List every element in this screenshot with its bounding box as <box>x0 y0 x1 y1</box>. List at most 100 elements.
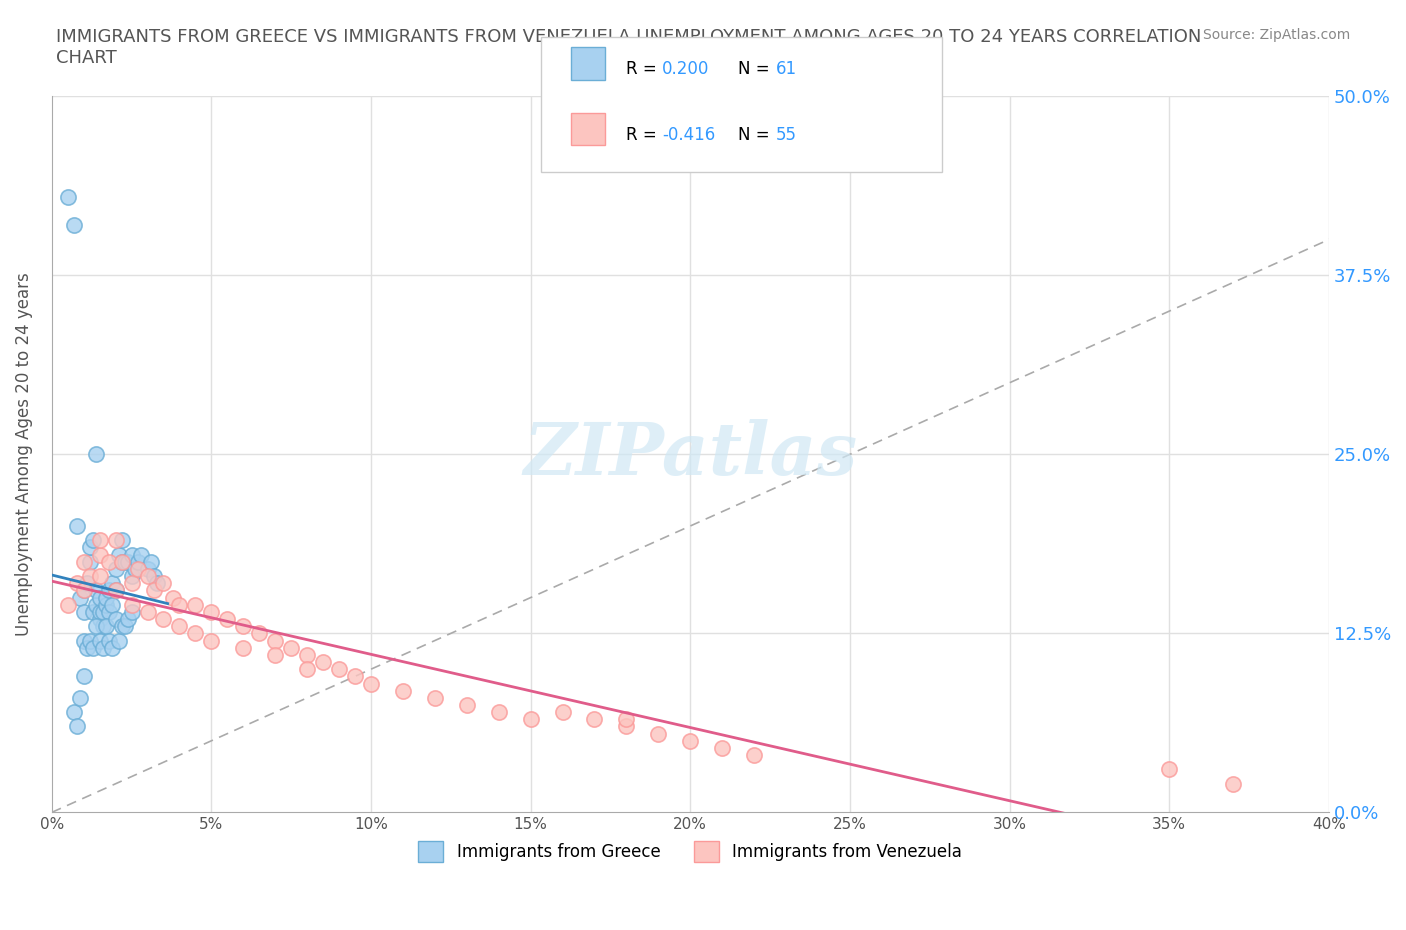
Point <box>104 583 127 598</box>
Point <box>82 604 104 619</box>
Point <box>111 554 134 569</box>
Point <box>66 719 89 734</box>
Point <box>79 568 101 583</box>
Point <box>295 662 318 677</box>
Point <box>73 583 96 598</box>
Point <box>89 604 111 619</box>
Point <box>73 554 96 569</box>
Point <box>117 612 139 627</box>
Point <box>616 719 638 734</box>
Point <box>127 554 149 569</box>
Point <box>101 597 124 612</box>
Point <box>73 633 96 648</box>
Point <box>89 533 111 548</box>
Point <box>247 626 270 641</box>
Text: 61: 61 <box>776 60 797 78</box>
Point <box>111 533 134 548</box>
Text: IMMIGRANTS FROM GREECE VS IMMIGRANTS FROM VENEZUELA UNEMPLOYMENT AMONG AGES 20 T: IMMIGRANTS FROM GREECE VS IMMIGRANTS FRO… <box>56 28 1202 67</box>
Point <box>169 618 191 633</box>
Text: N =: N = <box>738 60 775 78</box>
Point <box>94 591 117 605</box>
Point <box>86 618 108 633</box>
Point <box>142 583 165 598</box>
Point <box>124 562 146 577</box>
Point <box>280 640 302 655</box>
Point <box>79 540 101 555</box>
Point <box>121 547 143 562</box>
Text: -0.416: -0.416 <box>662 126 716 143</box>
Point <box>86 447 108 462</box>
Point <box>162 591 184 605</box>
Point <box>647 726 669 741</box>
Point <box>295 647 318 662</box>
Point <box>101 640 124 655</box>
Point <box>392 684 415 698</box>
Point <box>104 583 127 598</box>
Point <box>312 655 335 670</box>
Point <box>89 633 111 648</box>
Point <box>136 562 159 577</box>
Point <box>69 591 91 605</box>
Point <box>264 633 287 648</box>
Point <box>89 612 111 627</box>
Point <box>111 618 134 633</box>
Point <box>63 705 86 720</box>
Point <box>107 547 129 562</box>
Point <box>104 533 127 548</box>
Point <box>200 633 222 648</box>
Point <box>98 604 121 619</box>
Point <box>551 705 574 720</box>
Point <box>73 669 96 684</box>
Point <box>344 669 367 684</box>
Point <box>91 618 114 633</box>
Point <box>98 633 121 648</box>
Point <box>142 568 165 583</box>
Point <box>76 576 98 591</box>
Point <box>66 576 89 591</box>
Point <box>136 568 159 583</box>
Point <box>91 640 114 655</box>
Point <box>519 711 541 726</box>
Point <box>111 554 134 569</box>
Point <box>264 647 287 662</box>
Point <box>73 604 96 619</box>
Point <box>121 568 143 583</box>
Text: ZIPatlas: ZIPatlas <box>523 418 858 490</box>
Legend: Immigrants from Greece, Immigrants from Venezuela: Immigrants from Greece, Immigrants from … <box>412 835 969 869</box>
Y-axis label: Unemployment Among Ages 20 to 24 years: Unemployment Among Ages 20 to 24 years <box>15 272 32 636</box>
Text: N =: N = <box>738 126 775 143</box>
Point <box>56 597 79 612</box>
Point <box>114 618 136 633</box>
Point <box>89 568 111 583</box>
Point <box>121 604 143 619</box>
Point <box>152 612 174 627</box>
Point <box>114 554 136 569</box>
Point <box>79 554 101 569</box>
Point <box>94 618 117 633</box>
Point <box>82 533 104 548</box>
Point <box>217 612 239 627</box>
Text: 55: 55 <box>776 126 797 143</box>
Point <box>56 189 79 204</box>
Point <box>89 591 111 605</box>
Point <box>104 562 127 577</box>
Point <box>98 554 121 569</box>
Point <box>73 583 96 598</box>
Point <box>79 633 101 648</box>
Point <box>121 597 143 612</box>
Point <box>184 597 207 612</box>
Point <box>63 218 86 232</box>
Point <box>89 547 111 562</box>
Text: R =: R = <box>626 126 662 143</box>
Point <box>711 740 734 755</box>
Point <box>121 576 143 591</box>
Point <box>328 662 350 677</box>
Point <box>1159 762 1181 777</box>
Point <box>127 562 149 577</box>
Point <box>488 705 510 720</box>
Text: R =: R = <box>626 60 662 78</box>
Point <box>107 633 129 648</box>
Point <box>86 597 108 612</box>
Point <box>360 676 382 691</box>
Point <box>423 690 446 705</box>
